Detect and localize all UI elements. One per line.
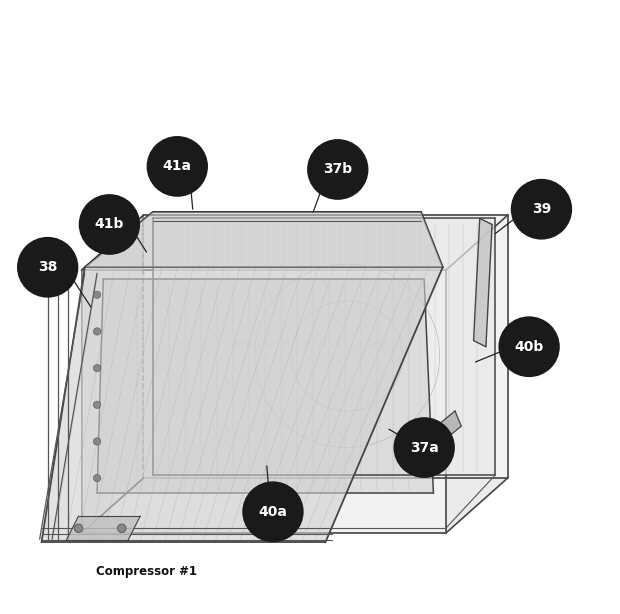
Circle shape xyxy=(117,524,126,532)
Circle shape xyxy=(148,137,207,196)
Text: 37a: 37a xyxy=(410,441,438,454)
Circle shape xyxy=(394,418,454,477)
Text: 38: 38 xyxy=(38,260,58,274)
Polygon shape xyxy=(153,219,495,475)
Polygon shape xyxy=(82,270,446,533)
Circle shape xyxy=(74,524,83,532)
Circle shape xyxy=(94,475,101,482)
Polygon shape xyxy=(82,216,143,533)
Text: 41a: 41a xyxy=(163,160,192,173)
Circle shape xyxy=(18,238,78,297)
Polygon shape xyxy=(418,411,461,457)
Polygon shape xyxy=(446,216,508,533)
Polygon shape xyxy=(85,212,443,267)
Polygon shape xyxy=(42,267,443,542)
Text: 40a: 40a xyxy=(259,505,288,519)
Polygon shape xyxy=(82,478,508,533)
Circle shape xyxy=(80,195,139,254)
Text: eReplacementParts.com: eReplacementParts.com xyxy=(234,337,386,350)
Circle shape xyxy=(94,291,101,298)
Text: Compressor #1: Compressor #1 xyxy=(96,564,197,578)
Circle shape xyxy=(94,438,101,445)
Circle shape xyxy=(94,401,101,408)
Polygon shape xyxy=(66,516,140,540)
Circle shape xyxy=(500,317,559,376)
Circle shape xyxy=(308,140,368,199)
Circle shape xyxy=(94,328,101,335)
Text: 39: 39 xyxy=(532,202,551,216)
Text: 40b: 40b xyxy=(515,340,544,354)
Circle shape xyxy=(512,180,571,239)
Circle shape xyxy=(243,483,303,541)
Polygon shape xyxy=(82,216,508,270)
Polygon shape xyxy=(97,279,433,494)
Polygon shape xyxy=(474,219,492,347)
Circle shape xyxy=(94,365,101,372)
Text: 37b: 37b xyxy=(323,163,352,176)
Text: 41b: 41b xyxy=(95,217,124,231)
